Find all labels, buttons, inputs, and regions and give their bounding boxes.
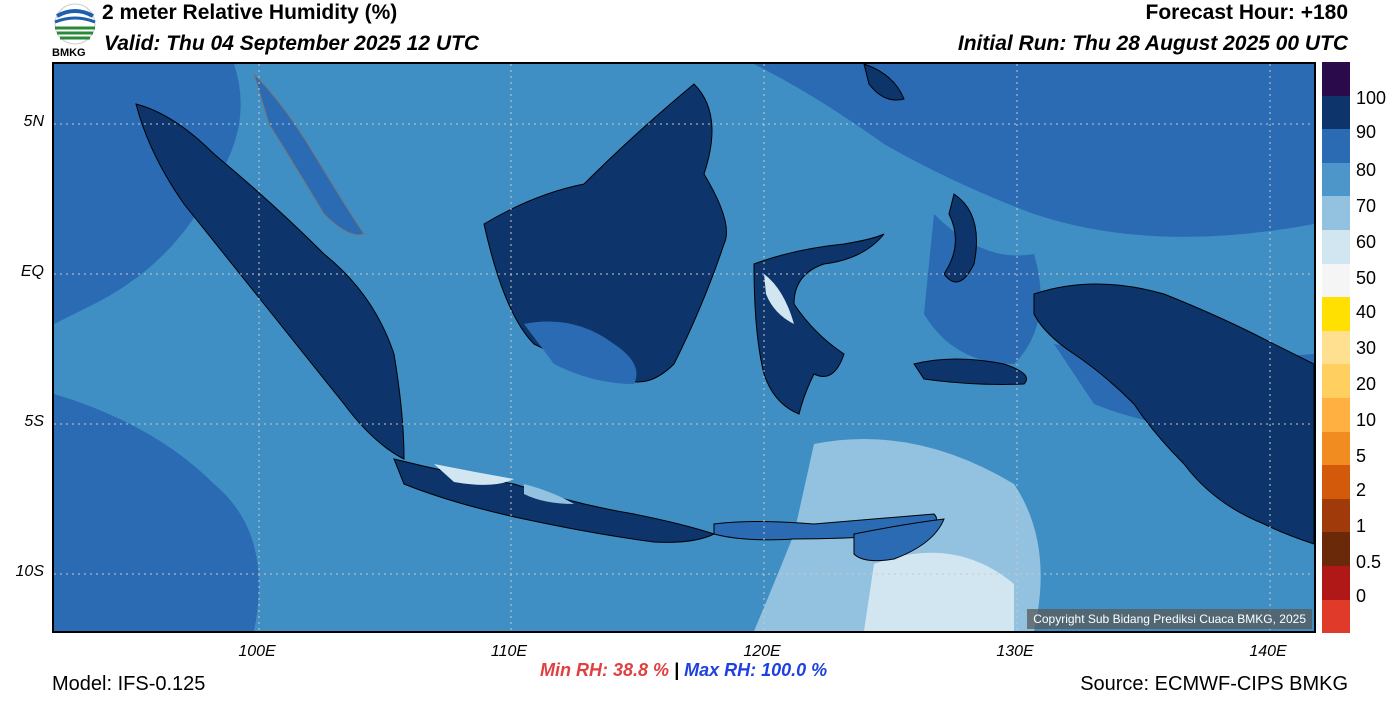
ocean-humid-region <box>54 64 241 324</box>
lat-label: EQ <box>20 263 44 280</box>
lon-label: 110E <box>490 643 528 660</box>
colorbar-swatch <box>1322 364 1350 398</box>
colorbar-swatch <box>1322 397 1350 432</box>
lat-label: 10S <box>15 563 44 580</box>
model-name: Model: IFS-0.125 <box>52 673 206 695</box>
ocean-humid-region <box>54 64 1314 237</box>
colorbar-label: 100 <box>1356 88 1387 108</box>
colorbar-swatch <box>1322 565 1350 600</box>
colorbar-label: 40 <box>1356 302 1377 322</box>
colorbar-label: 1 <box>1356 516 1367 536</box>
island-papua <box>1033 283 1314 545</box>
colorbar-swatch <box>1322 330 1350 365</box>
max-rh: Max RH: 100.0 % <box>684 660 828 680</box>
sulawesi-dry-patch <box>764 274 794 324</box>
colorbar-swatch <box>1322 129 1350 163</box>
colorbar-swatch <box>1322 229 1350 264</box>
island-halmahera <box>943 193 977 283</box>
borneo-south <box>524 321 637 384</box>
malay-peninsula <box>253 73 365 236</box>
island-timor <box>853 518 945 562</box>
colorbar-swatch <box>1322 431 1350 466</box>
copyright-notice: Copyright Sub Bidang Prediksi Cuaca BMKG… <box>1027 609 1312 629</box>
colorbar-label: 30 <box>1356 338 1377 358</box>
data-source: Source: ECMWF-CIPS BMKG <box>1080 673 1348 695</box>
lon-label: 130E <box>996 643 1034 660</box>
colorbar-swatch <box>1322 465 1350 499</box>
colorbar-label: 0.5 <box>1356 552 1382 572</box>
humidity-map: Copyright Sub Bidang Prediksi Cuaca BMKG… <box>52 62 1316 633</box>
island-seram <box>913 358 1027 385</box>
lon-label: 120E <box>743 643 781 660</box>
colorbar-label: 70 <box>1356 196 1377 216</box>
colorbar-label: 50 <box>1356 268 1377 288</box>
map-title: 2 meter Relative Humidity (%) <box>102 1 398 24</box>
ocean-humid-region <box>54 394 259 631</box>
colorbar-label: 80 <box>1356 160 1377 180</box>
rh-stats: Min RH: 38.8 % | Max RH: 100.0 % <box>540 660 827 681</box>
graticule <box>54 64 1314 631</box>
min-rh: Min RH: 38.8 % <box>540 660 670 680</box>
colorbar-label: 90 <box>1356 122 1377 142</box>
bmkg-logo-icon <box>50 2 100 60</box>
colorbar-label: 2 <box>1356 480 1367 500</box>
initial-run: Initial Run: Thu 28 August 2025 00 UTC <box>957 32 1348 55</box>
lon-label: 140E <box>1249 643 1287 660</box>
island-sumatra <box>135 103 405 460</box>
colorbar-swatch <box>1322 498 1350 533</box>
colorbar-swatch <box>1322 599 1350 634</box>
lon-label: 100E <box>238 643 276 660</box>
dry-region <box>864 552 1014 631</box>
colorbar-swatch <box>1322 196 1350 230</box>
colorbar-swatch <box>1322 263 1350 298</box>
island-mindanao <box>863 64 905 101</box>
colorbar-label: 60 <box>1356 232 1377 252</box>
lat-label: 5N <box>23 113 44 130</box>
colorbar-swatch <box>1322 297 1350 331</box>
island-sulawesi <box>753 233 885 415</box>
ocean-humid-region <box>924 214 1041 364</box>
colorbar-swatch <box>1322 95 1350 130</box>
forecast-hour: Forecast Hour: +180 <box>1145 1 1349 24</box>
colorbar-swatch <box>1322 162 1350 197</box>
colorbar <box>1322 62 1350 634</box>
colorbar-label: 5 <box>1356 446 1367 466</box>
logo-text: BMKG <box>52 47 86 59</box>
colorbar-swatch <box>1322 62 1350 96</box>
colorbar-label: 0 <box>1356 586 1367 606</box>
lat-label: 5S <box>24 413 44 430</box>
colorbar-label: 10 <box>1356 410 1377 430</box>
java-dry-patch <box>434 464 514 485</box>
colorbar-label: 20 <box>1356 374 1377 394</box>
valid-time: Valid: Thu 04 September 2025 12 UTC <box>104 32 480 55</box>
stats-separator: | <box>674 660 680 680</box>
colorbar-swatch <box>1322 532 1350 566</box>
java-dry-patch <box>524 484 574 504</box>
